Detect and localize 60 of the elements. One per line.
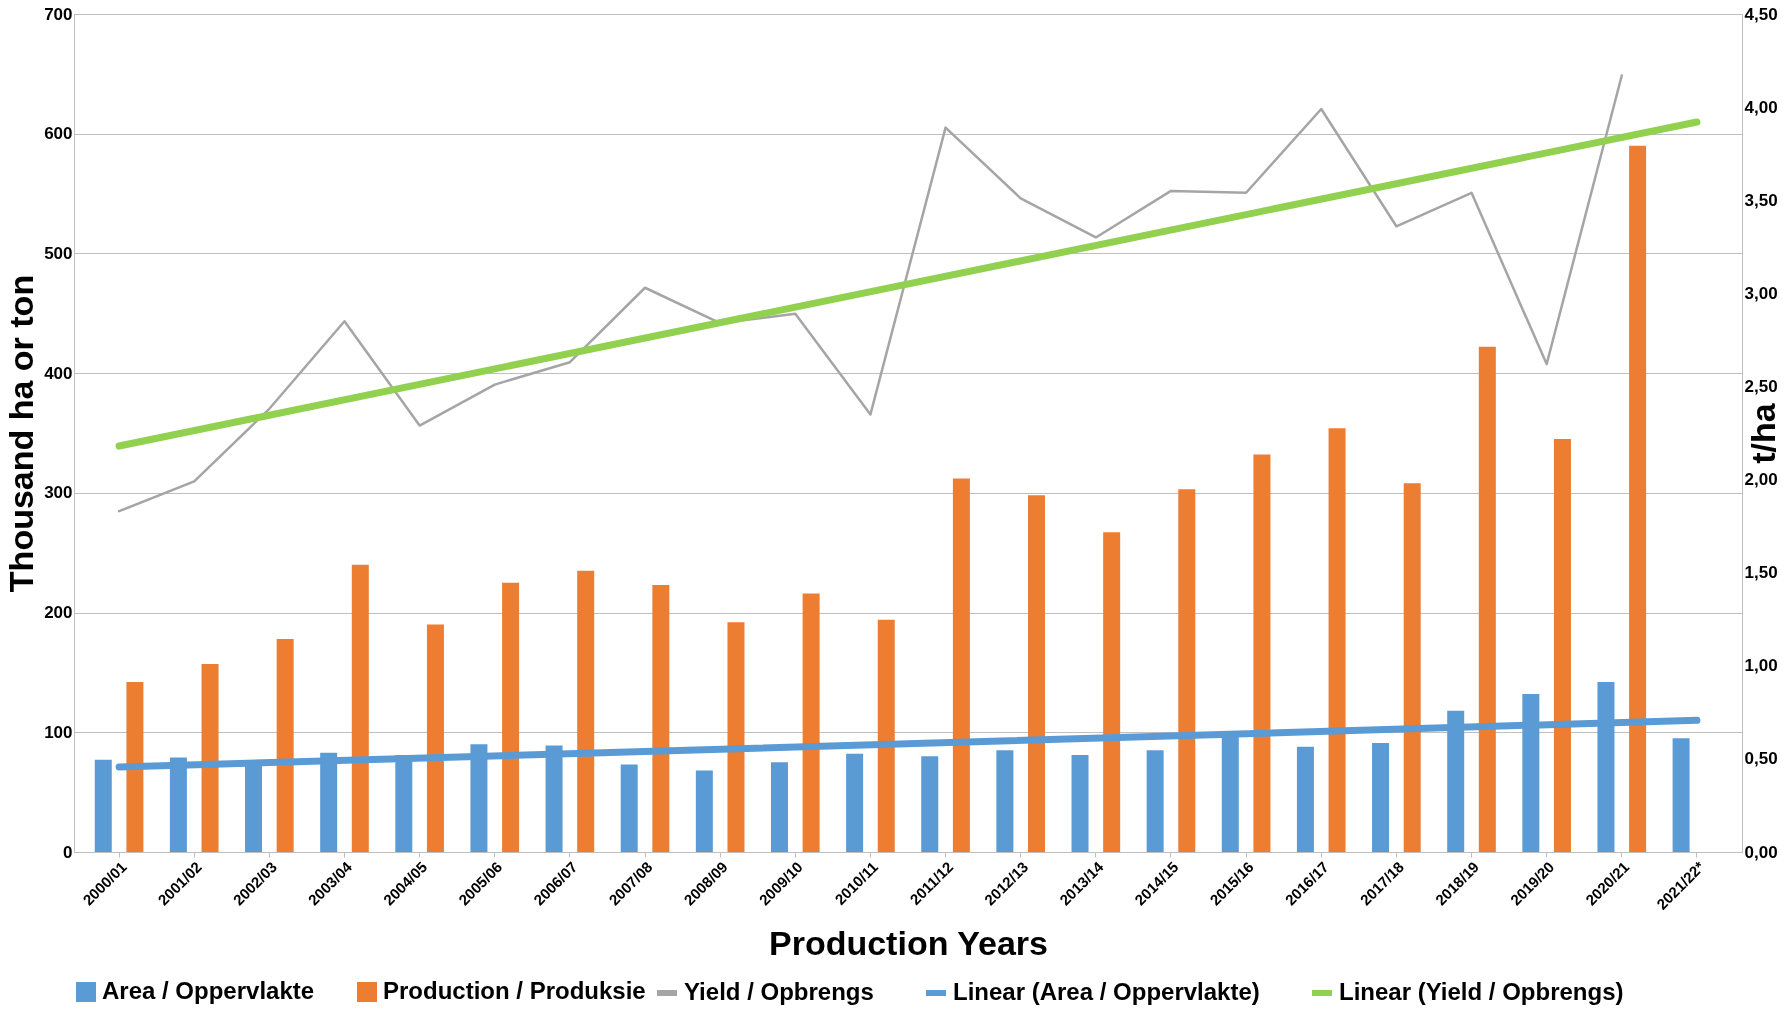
y2-axis-title: t/ha	[1743, 402, 1782, 464]
line-series	[117, 74, 1624, 513]
bar	[351, 564, 369, 852]
y2-tick-label: 0,00	[1744, 842, 1778, 862]
bar	[126, 682, 144, 852]
bar	[996, 750, 1014, 852]
y2-tick-label: 1,00	[1744, 656, 1778, 676]
bar	[1028, 495, 1046, 852]
bar	[877, 619, 895, 852]
bar	[1071, 755, 1089, 852]
x-axis-title: Production Years	[768, 923, 1049, 962]
bar	[1146, 750, 1164, 852]
bar	[1178, 489, 1196, 852]
bar	[921, 756, 939, 852]
bar	[846, 753, 864, 852]
bar	[652, 585, 670, 852]
y2-tick-label: 4,50	[1744, 4, 1778, 24]
bar	[620, 764, 638, 852]
legend-label: Production / Produksie	[383, 977, 646, 1004]
y2-tick-label: 0,50	[1744, 749, 1778, 769]
bar	[577, 570, 595, 852]
y2-tick-label: 3,50	[1744, 190, 1778, 210]
y-tick-label: 0	[63, 842, 73, 862]
bar	[1403, 483, 1421, 852]
bar	[727, 622, 745, 852]
y2-tick-label: 2,50	[1744, 376, 1778, 396]
y2-tick-label: 3,00	[1744, 283, 1778, 303]
y-axis-title: Thousand ha or ton	[2, 274, 41, 593]
bar	[201, 664, 219, 852]
bar	[426, 624, 444, 852]
bar	[1328, 428, 1346, 852]
y2-tick-label: 2,00	[1744, 470, 1778, 490]
y-tick-label: 700	[44, 4, 73, 24]
bar	[695, 770, 713, 852]
y2-tick-label: 1,50	[1744, 563, 1778, 583]
bar	[1253, 454, 1271, 852]
bar	[952, 478, 970, 852]
y-tick-label: 300	[44, 483, 73, 503]
bar	[94, 759, 112, 852]
y-tick-label: 200	[44, 603, 73, 623]
bar	[1629, 145, 1647, 852]
y-tick-label: 400	[44, 363, 73, 383]
bar	[276, 638, 294, 852]
legend-label: Yield / Opbrengs	[684, 978, 874, 1005]
y2-tick-label: 4,00	[1744, 97, 1778, 117]
bar	[1296, 746, 1314, 852]
bar	[1372, 743, 1390, 852]
legend-label: Area / Oppervlakte	[102, 977, 315, 1004]
legend-label: Linear (Area / Oppervlakte)	[953, 978, 1260, 1005]
bar	[770, 762, 788, 852]
bar	[1672, 738, 1690, 852]
bar	[802, 593, 820, 852]
y-tick-label: 500	[44, 243, 73, 263]
legend-label: Linear (Yield / Opbrengs)	[1339, 978, 1624, 1005]
y-tick-label: 100	[44, 722, 73, 742]
bar	[1553, 438, 1571, 852]
bar	[1478, 346, 1496, 852]
bar	[502, 582, 520, 852]
y-tick-label: 600	[44, 124, 73, 144]
bar	[1103, 532, 1121, 852]
